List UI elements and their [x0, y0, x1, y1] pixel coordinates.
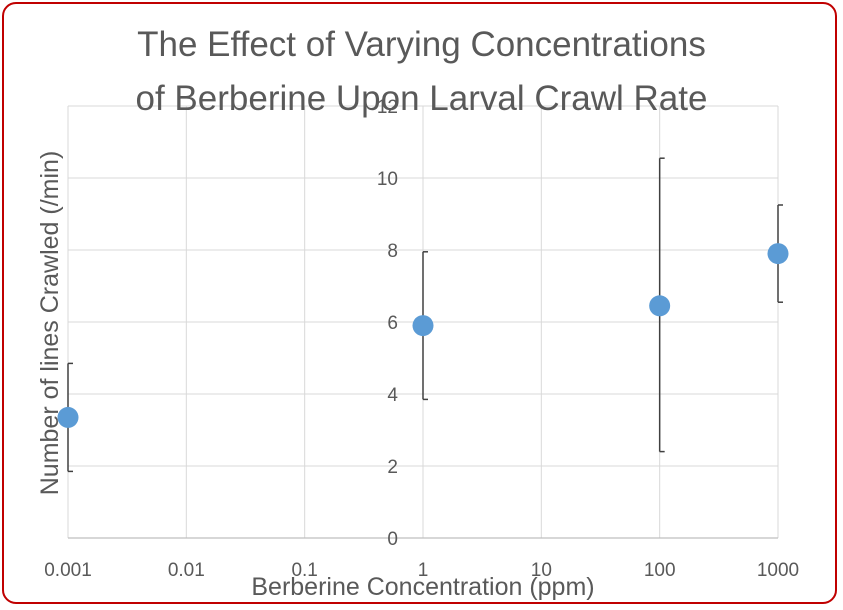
- x-tick-label: 0.01: [168, 560, 205, 581]
- x-tick-label: 1000: [757, 560, 799, 581]
- data-point: [767, 243, 789, 265]
- x-tick-label: 100: [644, 560, 676, 581]
- error-bars: [67, 157, 783, 473]
- y-tick-label: 6: [387, 313, 398, 334]
- y-tick-label: 0: [387, 529, 398, 550]
- x-tick-label: 0.1: [291, 560, 317, 581]
- chart-title-line-2: of Berberine Upon Larval Crawl Rate: [135, 79, 708, 118]
- x-tick-label: 0.001: [44, 560, 92, 581]
- data-points: [57, 243, 789, 428]
- y-tick-label: 2: [387, 457, 398, 478]
- x-tick-label: 10: [531, 560, 552, 581]
- y-tick-label: 4: [387, 385, 398, 406]
- y-tick-label: 8: [387, 241, 398, 262]
- x-tick-label: 1: [418, 560, 429, 581]
- data-point: [412, 315, 434, 337]
- chart-title-line-1: The Effect of Varying Concentrations: [137, 25, 706, 64]
- data-point: [57, 406, 79, 428]
- y-tick-label: 10: [377, 169, 398, 190]
- data-point: [649, 295, 671, 317]
- chart-frame: [2, 2, 837, 604]
- y-tick-label: 12: [377, 97, 398, 118]
- y-axis-title: Number of lines Crawled (/min): [36, 151, 64, 496]
- tick-labels: 0 2 4 6 8 10 12 0.001 0.01 0.1 1 10 100 1000: [44, 97, 799, 581]
- x-axis-title: Berberine Concentration (ppm): [251, 573, 594, 601]
